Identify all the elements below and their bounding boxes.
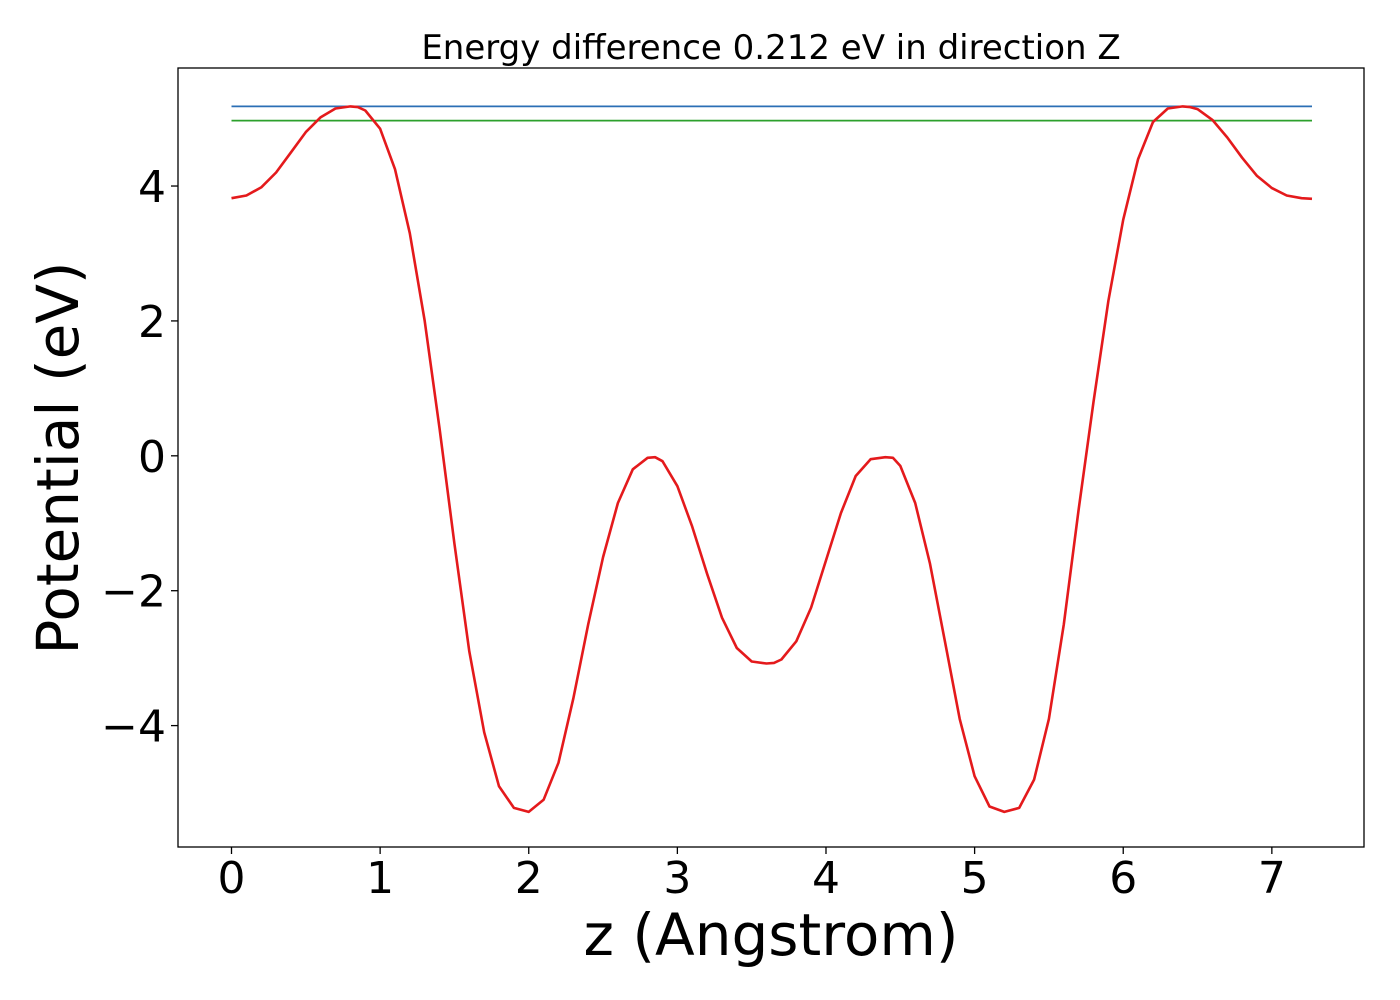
y-tick-label: −4 — [101, 702, 166, 753]
y-tick-label: −2 — [101, 567, 166, 618]
x-tick-label: 3 — [663, 853, 691, 904]
plot-frame — [177, 67, 1365, 848]
y-axis: −4 −2 0 2 4 — [101, 162, 178, 753]
series-line-0 — [231, 105, 1313, 814]
x-tick-label: 4 — [812, 853, 840, 904]
series-group — [231, 105, 1313, 814]
x-tick-label: 7 — [1258, 853, 1286, 904]
y-tick-label: 4 — [138, 162, 166, 213]
x-tick-label: 6 — [1109, 853, 1137, 904]
x-axis: 0 1 2 3 4 5 6 7 — [218, 847, 1286, 904]
y-axis-label: Potential (eV) — [24, 261, 92, 654]
x-axis-label: z (Angstrom) — [584, 901, 959, 969]
y-tick-label: 0 — [138, 432, 166, 483]
chart-title: Energy difference 0.212 eV in direction … — [421, 28, 1120, 68]
x-tick-label: 2 — [515, 853, 543, 904]
x-tick-label: 0 — [218, 853, 246, 904]
x-tick-label: 5 — [961, 853, 989, 904]
x-tick-label: 1 — [366, 853, 394, 904]
y-tick-label: 2 — [138, 297, 166, 348]
